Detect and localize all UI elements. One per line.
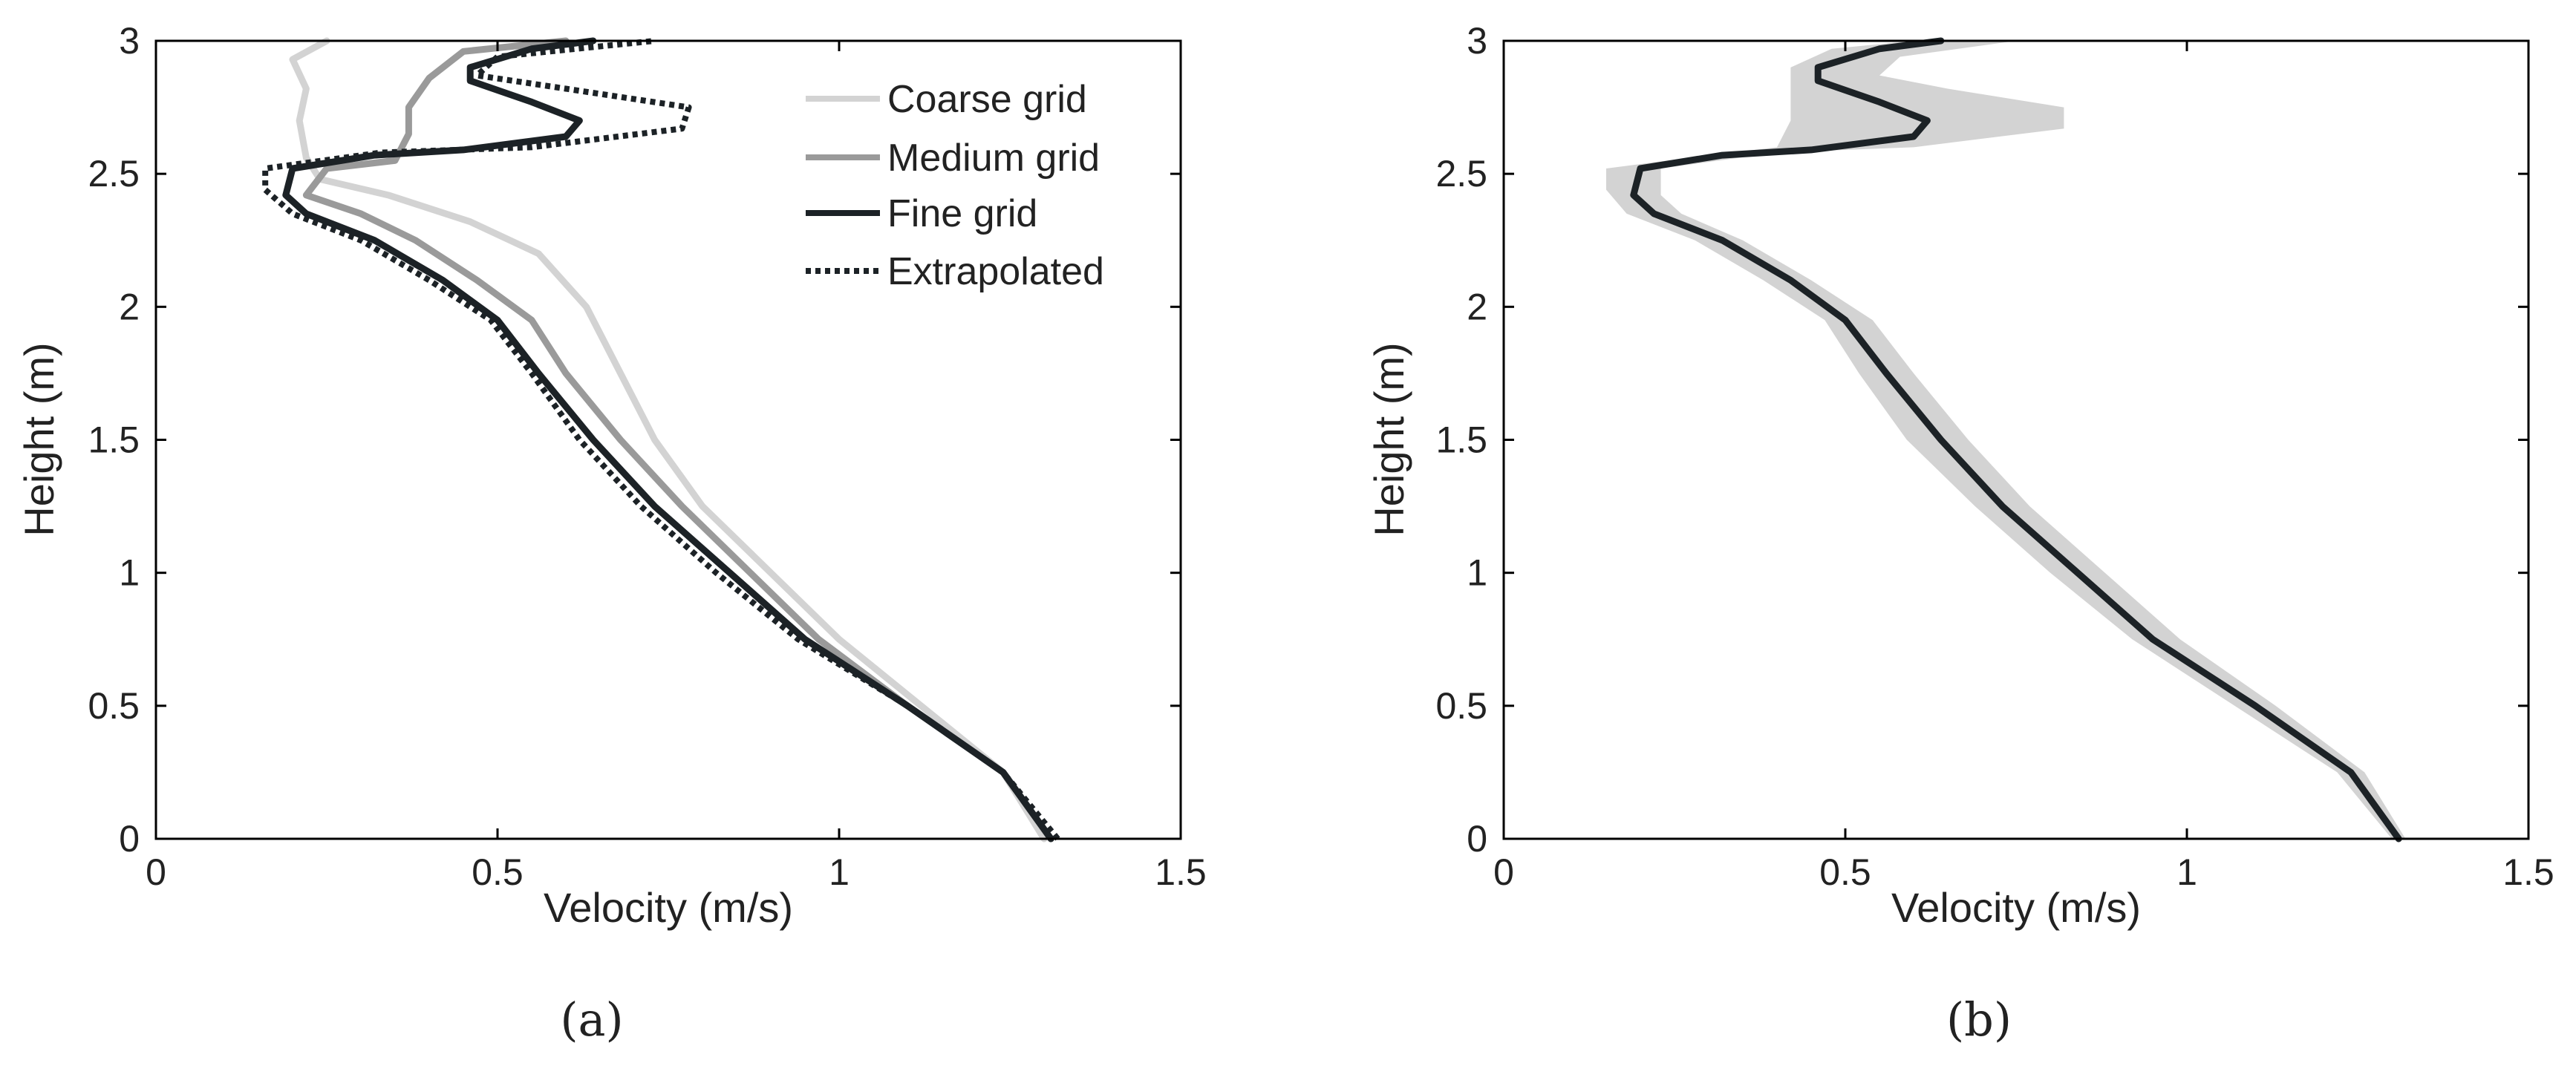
panel-a-series-coarse-grid — [289, 37, 1048, 842]
panel-b-y-tick-label: 3 — [1467, 20, 1487, 62]
panel-a-x-tick-label: 0.5 — [472, 851, 524, 893]
panel-b-x-axis-label: Velocity (m/s) — [1891, 884, 2141, 931]
panel-b-plot-area — [1504, 41, 2528, 839]
legend-label-coarse-grid: Coarse grid — [887, 78, 1087, 121]
panel-a: 0 0.5 1 1.5 0 0.5 1 1.5 2 2.5 3 Velocity (m/s) He… — [16, 20, 1207, 1047]
panel-b-x-tick-label: 1 — [2176, 851, 2197, 893]
panel-b: 0 0.5 1 1.5 0 0.5 1 1.5 2 2.5 3 Velocity (m/s) He… — [1366, 20, 2554, 1047]
panel-a-y-tick-label: 2 — [119, 286, 140, 327]
panel-a-y-axis-label: Height (m) — [16, 342, 62, 536]
legend-label-fine-grid: Fine grid — [887, 192, 1037, 235]
panel-b-y-tick-label: 0 — [1467, 818, 1487, 860]
panel-b-y-tick-label: 1 — [1467, 552, 1487, 594]
panel-a-y-tick-label: 3 — [119, 20, 140, 62]
panel-a-series-fine-grid — [282, 37, 1054, 842]
panel-a-y-tick-label: 2.5 — [88, 153, 140, 194]
panel-a-caption: (a) — [560, 992, 623, 1047]
panel-b-y-tick-label: 0.5 — [1435, 685, 1487, 727]
panel-b-series-mean — [1630, 37, 2402, 842]
panel-b-x-tick-label: 0.5 — [1819, 851, 1871, 893]
panel-b-x-tick-label: 1.5 — [2502, 851, 2554, 893]
panel-b-caption: (b) — [1946, 992, 2012, 1047]
panel-a-x-tick-label: 0 — [146, 851, 166, 893]
panel-b-y-tick-label: 2 — [1467, 286, 1487, 327]
legend-label-extrapolated: Extrapolated — [887, 250, 1104, 293]
panel-b-x-tick-label: 0 — [1493, 851, 1514, 893]
panel-b-y-tick-label: 1.5 — [1435, 419, 1487, 461]
panel-a-series-medium-grid — [302, 37, 1054, 842]
panel-a-y-tick-label: 1 — [119, 552, 140, 594]
legend: Coarse grid Medium grid Fine grid Extrap… — [806, 78, 1104, 293]
panel-b-y-axis-label: Height (m) — [1366, 342, 1412, 536]
panel-a-x-axis-label: Velocity (m/s) — [544, 884, 793, 931]
panel-a-y-tick-label: 0 — [119, 818, 140, 860]
panel-b-uncertainty-band — [1606, 41, 2406, 839]
panel-a-y-tick-label: 1.5 — [88, 419, 140, 461]
panel-a-x-tick-label: 1.5 — [1155, 851, 1207, 893]
legend-label-medium-grid: Medium grid — [887, 137, 1100, 180]
panel-a-x-tick-label: 1 — [829, 851, 850, 893]
panel-b-y-tick-label: 2.5 — [1435, 153, 1487, 194]
panel-a-y-tick-label: 0.5 — [88, 685, 140, 727]
